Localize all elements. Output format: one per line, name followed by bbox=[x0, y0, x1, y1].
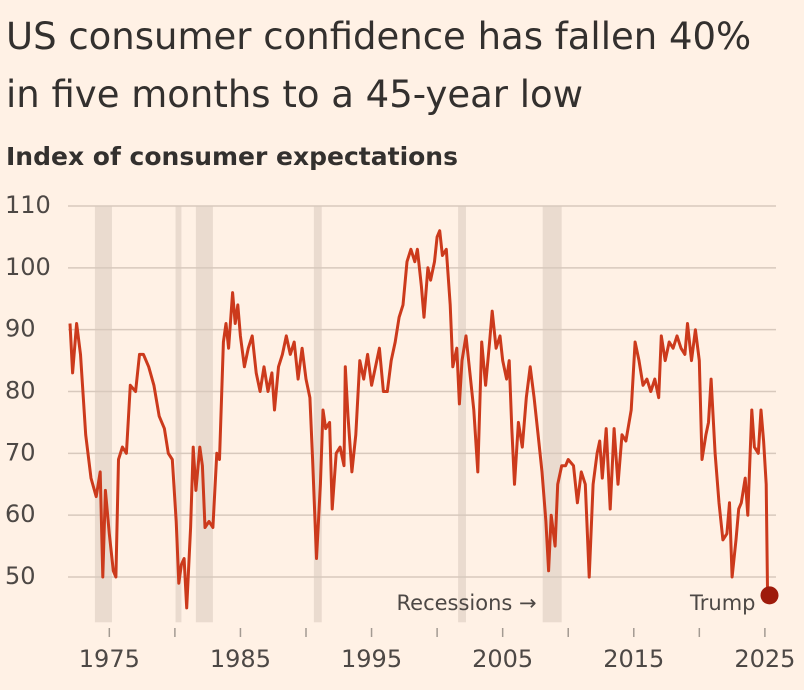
chart-title: US consumer confidence has fallen 40% in… bbox=[6, 15, 752, 116]
recession-band bbox=[313, 206, 322, 623]
y-tick-label: 90 bbox=[5, 315, 36, 343]
recession-band bbox=[175, 206, 182, 623]
x-tick-label: 2025 bbox=[734, 645, 795, 673]
y-tick-label: 60 bbox=[5, 500, 36, 528]
x-tick-label: 1975 bbox=[79, 645, 140, 673]
y-tick-label: 50 bbox=[5, 562, 36, 590]
y-tick-label: 100 bbox=[5, 253, 51, 281]
series-line bbox=[68, 229, 769, 610]
annotation: Recessions → bbox=[397, 591, 537, 615]
y-tick-label: 110 bbox=[5, 191, 51, 219]
chart-subtitle: Index of consumer expectations bbox=[6, 142, 458, 171]
x-tick-label: 1985 bbox=[210, 645, 271, 673]
x-tick-label: 2005 bbox=[472, 645, 533, 673]
y-tick-label: 70 bbox=[5, 438, 36, 466]
recession-band bbox=[458, 206, 466, 623]
y-tick-label: 80 bbox=[5, 377, 36, 405]
x-tick-label: 1995 bbox=[341, 645, 402, 673]
last-point-marker bbox=[760, 586, 779, 605]
x-tick-label: 2015 bbox=[603, 645, 664, 673]
recession-band bbox=[195, 206, 213, 623]
annotation: Trump bbox=[689, 591, 755, 615]
